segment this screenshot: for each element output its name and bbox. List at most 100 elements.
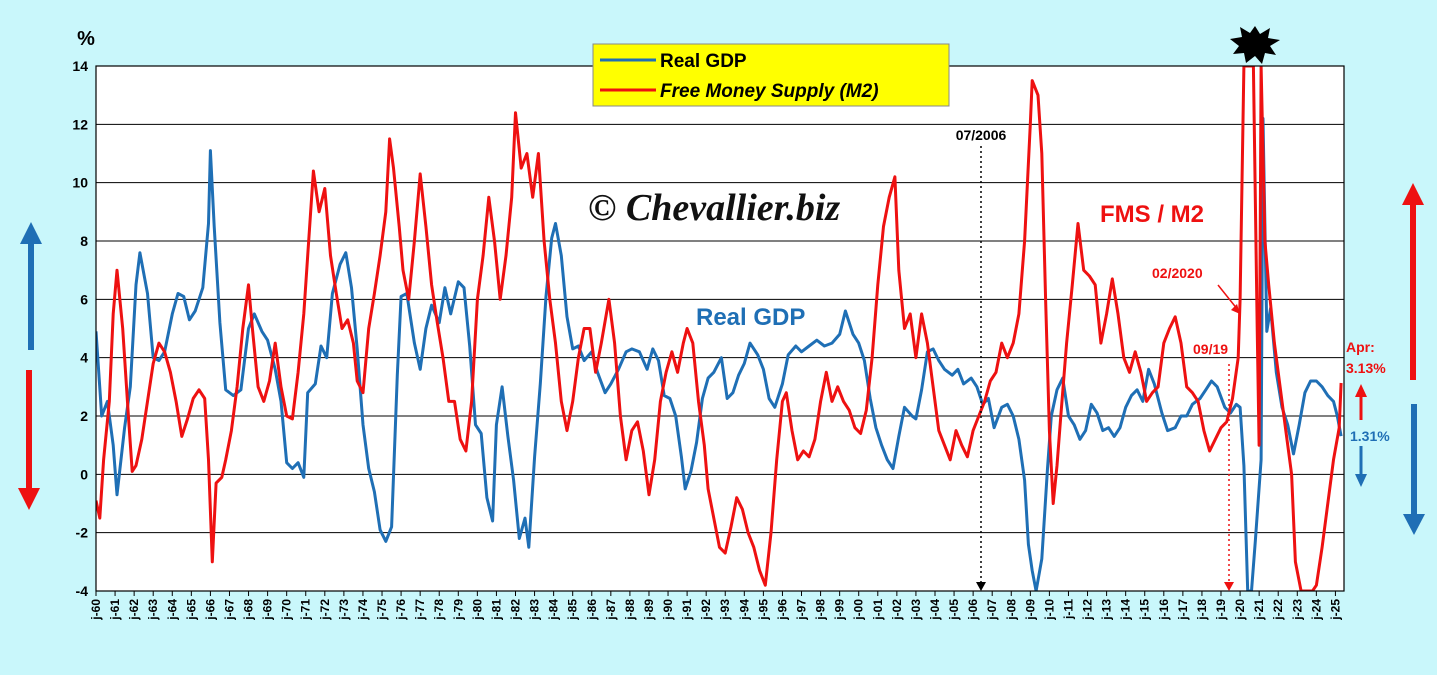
y-tick-label: 6 [80, 291, 88, 307]
date-label-02-2020: 02/2020 [1152, 265, 1203, 281]
x-tick-label: j-09 [1023, 599, 1037, 621]
x-tick-label: j-99 [833, 599, 847, 621]
x-tick-label: j-97 [795, 599, 809, 621]
x-tick-label: j-25 [1328, 599, 1342, 621]
x-tick-label: j-63 [146, 599, 160, 621]
x-tick-label: j-15 [1138, 599, 1152, 621]
y-tick-label: 0 [80, 466, 88, 482]
x-tick-label: j-11 [1061, 599, 1075, 620]
x-tick-label: j-12 [1081, 599, 1095, 621]
x-tick-label: j-73 [337, 599, 351, 621]
x-tick-label: j-87 [604, 599, 618, 621]
left-red-down-arrowhead [18, 488, 40, 510]
x-tick-label: j-65 [184, 599, 198, 621]
x-tick-label: j-08 [1004, 599, 1018, 621]
x-tick-label: j-84 [547, 599, 561, 621]
y-tick-label: 8 [80, 233, 88, 249]
y-tick-label: 10 [72, 175, 88, 191]
x-tick-label: j-10 [1042, 599, 1056, 621]
fms-m2-label: FMS / M2 [1100, 201, 1204, 228]
date-label-09-19: 09/19 [1193, 341, 1228, 357]
x-tick-label: j-72 [318, 599, 332, 621]
x-tick-label: j-02 [890, 599, 904, 621]
x-tick-label: j-66 [203, 599, 217, 621]
y-tick-label: 14 [72, 58, 88, 74]
x-tick-label: j-67 [222, 599, 236, 621]
x-tick-label: j-18 [1195, 599, 1209, 621]
x-tick-label: j-24 [1309, 599, 1323, 621]
legend: Real GDP Free Money Supply (M2) [592, 43, 950, 107]
series-line-m2 [96, 66, 1343, 591]
x-tick-label: j-77 [413, 599, 427, 621]
legend-box [592, 43, 950, 107]
x-tick-label: j-19 [1214, 599, 1228, 621]
y-tick-label: 2 [80, 408, 88, 424]
x-tick-label: j-78 [432, 599, 446, 621]
x-tick-label: j-69 [261, 599, 275, 621]
x-tick-label: j-80 [470, 599, 484, 621]
arrowhead-02-2020 [1231, 304, 1240, 314]
y-tick-label: 12 [72, 116, 88, 132]
x-tick-label: j-82 [508, 599, 522, 621]
x-tick-label: j-17 [1176, 599, 1190, 621]
x-tick-label: j-91 [680, 599, 694, 621]
x-tick-label: j-20 [1233, 599, 1247, 621]
x-tick-label: j-89 [642, 599, 656, 621]
y-tick-label: -4 [76, 583, 89, 599]
x-tick-label: j-16 [1157, 599, 1171, 621]
x-tick-label: j-81 [489, 599, 503, 621]
grid-layer: -4 -2 0 2 4 6 8 10 12 14 [72, 58, 1344, 599]
x-tick-label: j-03 [909, 599, 923, 621]
x-tick-label: j-05 [947, 599, 961, 621]
x-tick-label: j-22 [1271, 599, 1285, 621]
x-tick-label: j-13 [1100, 599, 1114, 621]
arrow-02-2020 [1217, 284, 1239, 311]
x-tick-label: j-90 [661, 599, 675, 621]
x-tick-layer: j-60 j-61 j-62 j-63 j-64 j-65 j-66 j-67 j-68 j-69… [89, 591, 1342, 621]
x-tick-label: j-60 [89, 599, 103, 621]
series-line-real-gdp [96, 117, 1343, 591]
x-tick-label: j-14 [1119, 599, 1133, 621]
apr-label: Apr: [1346, 339, 1375, 355]
arrowhead-07-2006 [976, 582, 986, 591]
explosion-icon [1230, 26, 1280, 64]
small-blue-down-arrowhead [1355, 474, 1367, 487]
x-tick-label: j-00 [852, 599, 866, 621]
x-tick-label: j-74 [356, 599, 370, 621]
x-tick-label: j-76 [394, 599, 408, 621]
x-tick-label: j-79 [451, 599, 465, 621]
x-tick-label: j-94 [737, 599, 751, 621]
x-tick-label: j-83 [528, 599, 542, 621]
x-tick-label: j-95 [756, 599, 770, 621]
x-tick-label: j-70 [280, 599, 294, 621]
x-tick-label: j-98 [814, 599, 828, 621]
right-red-up-arrowhead [1402, 183, 1424, 205]
x-tick-label: j-85 [566, 599, 580, 621]
plot-area [96, 66, 1344, 591]
x-tick-label: j-06 [966, 599, 980, 621]
gdp-last-value: 1.31% [1350, 428, 1390, 444]
x-tick-label: j-88 [623, 599, 637, 621]
x-tick-label: j-96 [775, 599, 789, 621]
y-tick-label: -2 [76, 525, 89, 541]
x-tick-label: j-21 [1252, 599, 1266, 621]
x-tick-label: j-23 [1290, 599, 1304, 621]
y-axis-unit-label: % [77, 28, 95, 50]
left-blue-up-arrowhead [20, 222, 42, 244]
small-red-up-arrowhead [1355, 384, 1367, 397]
x-tick-label: j-93 [718, 599, 732, 621]
x-tick-label: j-68 [242, 599, 256, 621]
m2-last-value: 3.13% [1346, 360, 1386, 376]
legend-label-m2: Free Money Supply (M2) [660, 81, 879, 102]
series-layer [96, 66, 1343, 591]
legend-label-real-gdp: Real GDP [660, 51, 747, 72]
right-blue-down-arrowhead [1403, 514, 1425, 535]
x-tick-label: j-92 [699, 599, 713, 621]
y-tick-label: 4 [80, 350, 88, 366]
real-gdp-label: Real GDP [696, 304, 805, 331]
x-tick-label: j-61 [108, 599, 122, 621]
arrowhead-09-19 [1224, 582, 1234, 591]
x-tick-label: j-07 [985, 599, 999, 621]
